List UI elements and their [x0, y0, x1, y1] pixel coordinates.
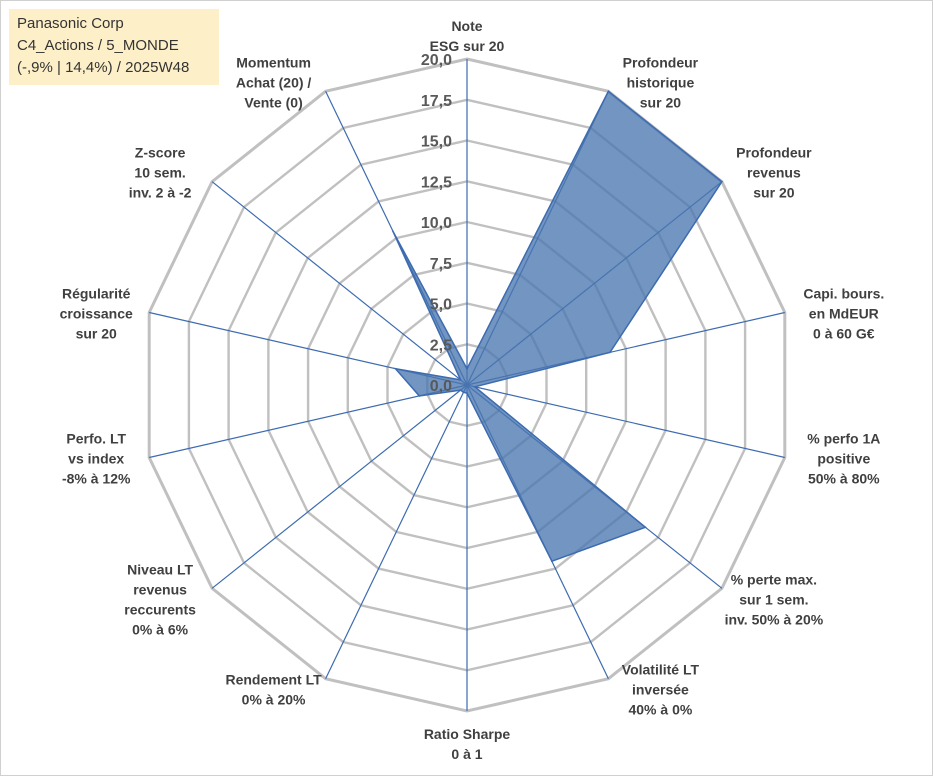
series-point — [462, 391, 465, 394]
tick-label: 0,0 — [430, 378, 452, 395]
series-point — [418, 395, 421, 397]
axis-label-line: sur 20 — [640, 94, 681, 110]
axis-label-line: inv. 2 à -2 — [129, 185, 192, 201]
series-point — [551, 560, 553, 562]
axis-label-line: croissance — [60, 306, 133, 322]
tick-label: 10,0 — [421, 215, 452, 232]
axis-label-line: % perte max. — [731, 571, 817, 587]
axis-label: Ratio Sharpe 0 à 1 — [424, 726, 511, 762]
axis-label-line: reccurents — [124, 601, 196, 617]
series-point — [466, 392, 468, 394]
series-point — [609, 351, 611, 354]
series-point — [474, 386, 476, 388]
performance-week: (-,9% | 14,4%) / 2025W48 — [17, 59, 190, 76]
axis-label-line: -8% à 12% — [62, 471, 131, 487]
axis-label-line: Rendement LT — [225, 672, 322, 688]
tick-label: 15,0 — [421, 134, 452, 151]
axis-spoke — [325, 384, 468, 679]
series-point — [466, 367, 468, 370]
axis-label-line: Note — [451, 18, 482, 34]
axis-label-line: Perfo. LT — [66, 431, 126, 447]
axis-label-line: % perfo 1A — [807, 431, 880, 447]
series-point — [607, 90, 610, 93]
axis-label-line: 10 sem. — [134, 165, 185, 181]
axis-label-line: Achat (20) / — [236, 74, 312, 90]
series-point — [459, 379, 462, 381]
axis-label-line: Vente (0) — [244, 94, 302, 110]
axis-label: Régularité croissance sur 20 — [60, 286, 133, 342]
axis-label-line: positive — [817, 451, 870, 467]
axis-label-line: sur 1 sem. — [739, 591, 808, 607]
axis-label-line: en MdEUR — [809, 306, 879, 322]
axis-label-line: Niveau LT — [127, 561, 193, 577]
axis-label-line: inv. 50% à 20% — [725, 611, 824, 627]
axis-spoke — [149, 384, 468, 459]
tick-label: 7,5 — [430, 256, 452, 273]
axis-label-line: revenus — [747, 165, 801, 181]
tick-labels: 0,0 2,5 5,0 7,5 10,0 12,5 15,0 17,5 20,0 — [421, 52, 452, 395]
company-name: Panasonic Corp — [17, 15, 124, 32]
axis-label-line: Capi. bours. — [803, 286, 884, 302]
axis-label-line: Profondeur — [623, 54, 699, 70]
axis-label-line: Volatilité LT — [622, 662, 700, 678]
tick-label: 5,0 — [430, 297, 452, 314]
axis-label-line: Z-score — [135, 145, 186, 161]
axis-label-line: Ratio Sharpe — [424, 726, 511, 742]
axis-label-line: 50% à 80% — [808, 471, 880, 487]
portfolio-name: C4_Actions / 5_MONDE — [17, 37, 179, 54]
axis-label-line: Profondeur — [736, 145, 812, 161]
axis-label: Perfo. LT vs index -8% à 12% — [62, 431, 131, 487]
axis-label-line: inversée — [632, 682, 689, 698]
axis-label-line: 0% à 20% — [242, 692, 306, 708]
axis-label: Profondeur revenus sur 20 — [736, 145, 812, 201]
axis-label-line: Régularité — [62, 286, 131, 302]
tick-label: 2,5 — [430, 337, 452, 354]
series-point — [459, 389, 462, 391]
axis-label-line: 0 à 60 G€ — [813, 326, 875, 342]
tick-label: 20,0 — [421, 52, 452, 69]
axis-label: Niveau LT revenus reccurents 0% à 6% — [124, 561, 196, 637]
series-point — [721, 180, 723, 183]
axis-label: Profondeur historique sur 20 — [623, 54, 699, 110]
series-point — [394, 367, 397, 370]
axis-label: % perfo 1A positive 50% à 80% — [807, 431, 880, 487]
axis-label-line: 0% à 6% — [132, 621, 189, 637]
axis-label-line: 40% à 0% — [628, 702, 692, 718]
axis-label-line: 0 à 1 — [451, 746, 482, 762]
axis-label-line: sur 20 — [76, 326, 117, 342]
info-box: Panasonic Corp C4_Actions / 5_MONDE (-,9… — [9, 9, 219, 85]
axis-label-line: vs index — [68, 451, 124, 467]
axis-label-line: Momentum — [236, 54, 311, 70]
axis-spoke — [211, 384, 468, 589]
axis-label: Note ESG sur 20 — [430, 18, 505, 54]
axis-label-line: ESG sur 20 — [430, 38, 505, 54]
axis-label: Momentum Achat (20) / Vente (0) — [236, 54, 312, 110]
axis-label-line: sur 20 — [753, 185, 794, 201]
axis-label: Z-score 10 sem. inv. 2 à -2 — [129, 145, 192, 201]
tick-label: 12,5 — [421, 174, 452, 191]
axis-label: Rendement LT 0% à 20% — [225, 672, 322, 708]
axis-spoke — [466, 384, 785, 459]
axis-label-line: historique — [627, 74, 695, 90]
axis-label: Capi. bours. en MdEUR 0 à 60 G€ — [803, 286, 884, 342]
tick-label: 17,5 — [421, 93, 452, 110]
axis-label-line: revenus — [133, 581, 187, 597]
series-point — [391, 230, 394, 232]
axis-label: Volatilité LT inversée 40% à 0% — [622, 662, 700, 718]
data-series — [391, 90, 723, 563]
axis-label: % perte max. sur 1 sem. inv. 50% à 20% — [725, 571, 824, 627]
axis-labels: Note ESG sur 20 Profondeur historique sur 20… — [60, 18, 885, 762]
series-point — [644, 526, 647, 529]
axis-spoke — [211, 181, 468, 386]
